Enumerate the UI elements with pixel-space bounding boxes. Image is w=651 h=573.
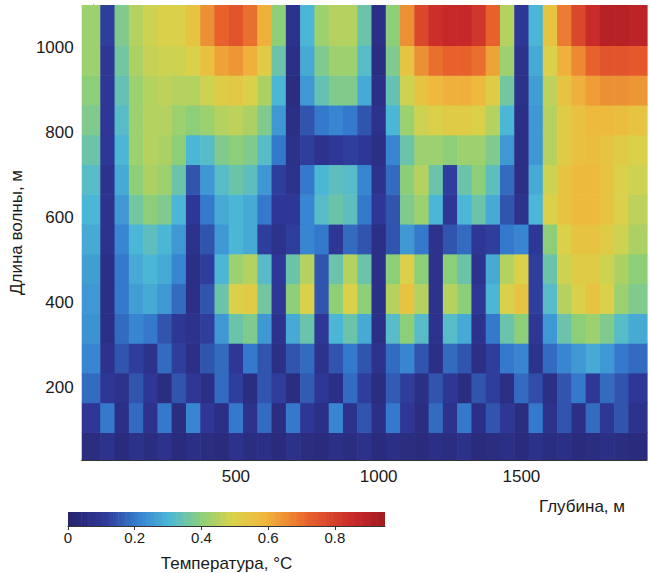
svg-text:0.2: 0.2 bbox=[124, 529, 145, 546]
svg-text:0.8: 0.8 bbox=[325, 529, 346, 546]
svg-text:Длина волны, м: Длина волны, м bbox=[7, 170, 26, 295]
svg-text:1000: 1000 bbox=[36, 38, 74, 57]
svg-text:800: 800 bbox=[45, 123, 73, 142]
svg-text:0.6: 0.6 bbox=[258, 529, 279, 546]
svg-text:500: 500 bbox=[222, 467, 250, 486]
svg-text:Глубина, м: Глубина, м bbox=[539, 497, 625, 516]
svg-text:1000: 1000 bbox=[360, 467, 398, 486]
svg-text:600: 600 bbox=[45, 208, 73, 227]
svg-text:0.4: 0.4 bbox=[191, 529, 212, 546]
svg-text:0: 0 bbox=[64, 529, 72, 546]
svg-text:1500: 1500 bbox=[502, 467, 540, 486]
svg-text:400: 400 bbox=[45, 293, 73, 312]
svg-text:200: 200 bbox=[45, 378, 73, 397]
svg-text:Температура, °C: Температура, °C bbox=[161, 554, 292, 573]
